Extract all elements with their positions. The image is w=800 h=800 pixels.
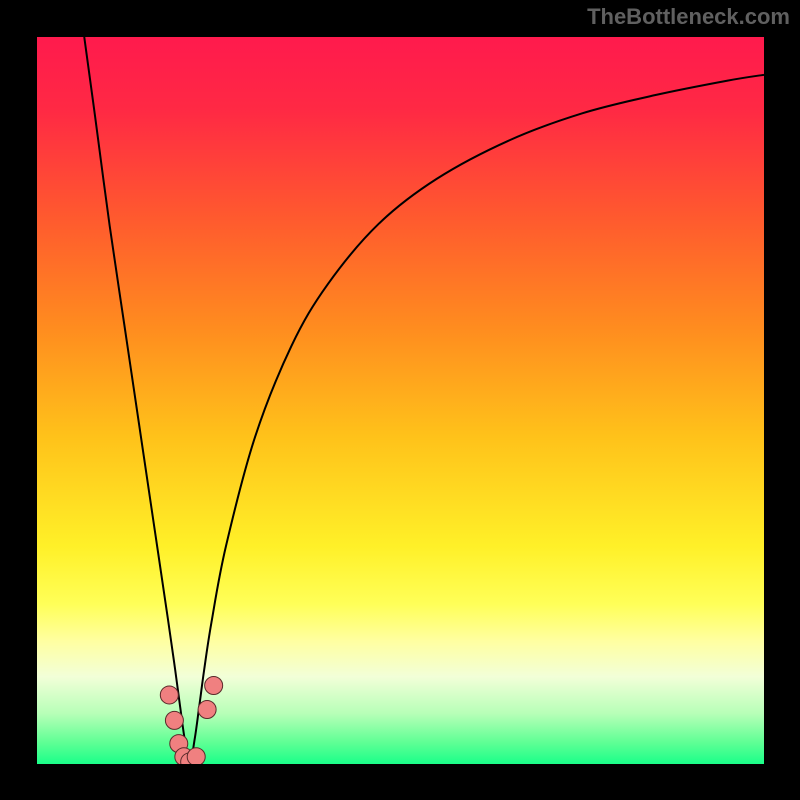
chart-container: TheBottleneck.com (0, 0, 800, 800)
bottleneck-chart (0, 0, 800, 800)
watermark-text: TheBottleneck.com (587, 4, 790, 30)
